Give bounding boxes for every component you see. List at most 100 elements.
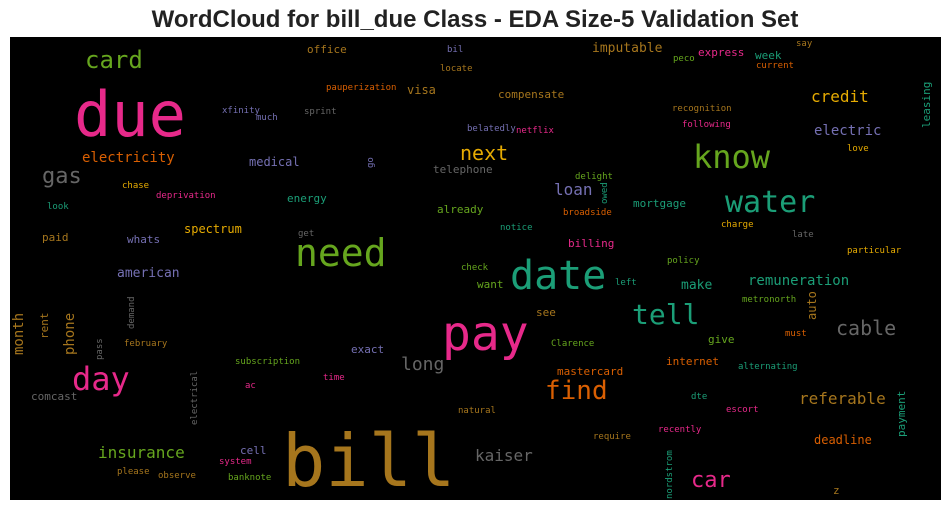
word-due: due xyxy=(74,78,186,151)
word-observe: observe xyxy=(158,471,196,481)
word-delight: delight xyxy=(575,172,613,182)
word-exact: exact xyxy=(351,343,385,356)
word-recognition: recognition xyxy=(672,104,732,114)
word-time: time xyxy=(323,373,345,383)
word-phone: phone xyxy=(62,312,78,355)
word-date: date xyxy=(510,253,607,299)
word-know: know xyxy=(693,138,771,176)
word-love: love xyxy=(847,144,869,154)
word-month: month xyxy=(11,312,27,355)
word-z: z xyxy=(833,484,840,497)
word-please: please xyxy=(117,467,150,477)
word-give: give xyxy=(708,333,735,346)
word-auto: auto xyxy=(805,291,819,320)
word-tell: tell xyxy=(632,298,700,331)
word-gas: gas xyxy=(42,164,82,189)
word-deprivation: deprivation xyxy=(156,191,216,201)
word-imputable: imputable xyxy=(592,41,663,56)
word-ac: ac xyxy=(245,381,256,391)
word-next: next xyxy=(460,141,509,165)
word-electrical: electrical xyxy=(190,370,200,425)
word-late: late xyxy=(792,230,814,240)
word-xfinity: xfinity xyxy=(222,106,260,116)
word-subscription: subscription xyxy=(235,357,301,367)
word-need: need xyxy=(295,231,387,275)
word-deadline: deadline xyxy=(814,433,872,447)
word-natural: natural xyxy=(458,406,496,416)
word-sprint: sprint xyxy=(304,107,337,117)
word-policy: policy xyxy=(667,256,700,266)
word-nordstrom: nordstrom xyxy=(665,450,675,499)
word-recently: recently xyxy=(658,425,702,435)
word-netflix: netflix xyxy=(516,126,554,136)
word-spectrum: spectrum xyxy=(184,222,242,236)
word-insurance: insurance xyxy=(98,443,185,462)
word-Clarence: Clarence xyxy=(551,339,595,349)
word-check: check xyxy=(461,263,489,273)
word-electric: electric xyxy=(814,123,882,139)
word-electricity: electricity xyxy=(82,150,175,166)
word-make: make xyxy=(681,278,713,293)
word-day: day xyxy=(72,360,130,398)
word-week: week xyxy=(755,49,782,62)
word-express: express xyxy=(698,46,745,59)
word-bil: bil xyxy=(447,45,464,55)
word-cloud: bill due pay date need know water day te… xyxy=(10,37,941,500)
word-referable: referable xyxy=(799,389,886,408)
word-office: office xyxy=(307,43,347,56)
word-locate: locate xyxy=(440,64,473,74)
word-find: find xyxy=(545,376,608,406)
word-mortgage: mortgage xyxy=(633,197,686,210)
word-dte: dte xyxy=(691,392,708,402)
word-say: say xyxy=(796,39,813,49)
word-comcast: comcast xyxy=(31,390,78,403)
word-broadside: broadside xyxy=(563,208,612,218)
word-telephone: telephone xyxy=(433,163,493,176)
word-must: must xyxy=(785,329,807,339)
word-belatedly: belatedly xyxy=(467,124,516,134)
word-internet: internet xyxy=(666,355,719,368)
word-paid: paid xyxy=(42,231,69,244)
word-current: current xyxy=(756,61,794,71)
word-much: much xyxy=(256,113,278,123)
word-loan: loan xyxy=(554,180,593,199)
word-require: require xyxy=(593,432,631,442)
word-alternating: alternating xyxy=(738,362,798,372)
word-rent: rent xyxy=(38,312,51,340)
word-credit: credit xyxy=(811,87,869,106)
word-medical: medical xyxy=(249,155,300,169)
word-visa: visa xyxy=(407,83,436,97)
word-bill: bill xyxy=(282,419,456,500)
word-chase: chase xyxy=(122,181,150,191)
word-banknote: banknote xyxy=(228,473,272,483)
word-kaiser: kaiser xyxy=(475,446,533,465)
word-left: left xyxy=(615,278,637,288)
word-particular: particular xyxy=(847,246,902,256)
word-card: card xyxy=(85,46,143,74)
word-cable: cable xyxy=(836,316,897,340)
chart-title: WordCloud for bill_due Class - EDA Size-… xyxy=(151,6,799,33)
word-payment: payment xyxy=(895,390,908,437)
word-peco: peco xyxy=(673,54,695,64)
word-water: water xyxy=(725,185,816,220)
word-metronorth: metronorth xyxy=(742,295,797,305)
word-car: car xyxy=(691,468,731,493)
word-go: go xyxy=(366,157,376,168)
word-following: following xyxy=(682,120,731,130)
word-february: february xyxy=(124,339,168,349)
word-compensate: compensate xyxy=(498,88,565,101)
word-american: american xyxy=(117,266,180,281)
word-see: see xyxy=(536,306,556,319)
word-look: look xyxy=(47,202,69,212)
word-system: system xyxy=(219,457,252,467)
word-notice: notice xyxy=(500,223,533,233)
word-want: want xyxy=(477,278,504,291)
word-demand: demand xyxy=(127,296,137,329)
word-pay: pay xyxy=(442,306,529,362)
word-pass: pass xyxy=(95,338,105,360)
word-cell: cell xyxy=(240,444,267,457)
word-get: get xyxy=(298,229,315,239)
word-leasing: leasing xyxy=(920,81,933,128)
word-billing: billing xyxy=(568,237,615,250)
word-remuneration: remuneration xyxy=(748,273,850,289)
